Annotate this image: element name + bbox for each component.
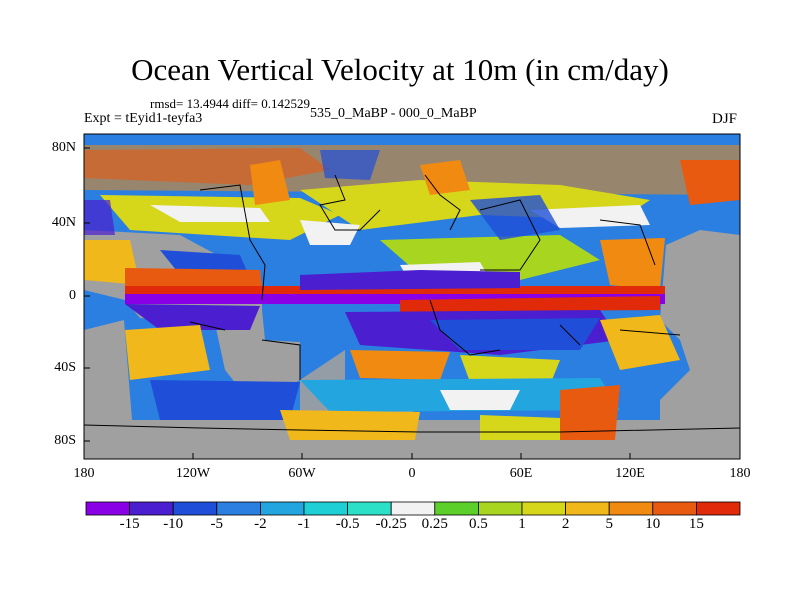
x-tick-60e: 60E xyxy=(509,466,533,481)
x-tick-60w: 60W xyxy=(288,466,316,481)
colorbar-swatch xyxy=(390,501,436,516)
colorbar-label: 0.25 xyxy=(421,516,448,532)
colorbar-label: -1 xyxy=(297,516,311,532)
colorbar-swatch xyxy=(347,501,392,516)
experiment-label: Expt = tEyid1-teyfa3 xyxy=(84,111,203,126)
axis-ticks xyxy=(84,147,631,459)
colorbar-swatch xyxy=(434,501,479,516)
colorbar-label: -0.25 xyxy=(375,516,407,532)
x-tick-0: 0 xyxy=(408,466,416,481)
colorbar-swatch xyxy=(85,501,130,516)
y-tick-40n: 40N xyxy=(51,215,76,230)
colorbar-swatch xyxy=(608,501,654,516)
y-tick-80n: 80N xyxy=(51,140,76,155)
colorbar-swatch xyxy=(129,501,174,516)
colorbar-swatch xyxy=(216,501,261,516)
x-tick-180e: 180 xyxy=(729,466,751,481)
x-tick-120e: 120E xyxy=(615,466,645,481)
y-tick-40s: 40S xyxy=(54,360,76,375)
colorbar-label: -0.5 xyxy=(335,516,360,532)
colorbar xyxy=(85,501,741,516)
colorbar-swatch xyxy=(172,501,218,516)
stats-text: rmsd= 13.4944 diff= 0.142529 xyxy=(150,96,310,111)
colorbar-label: -15 xyxy=(119,516,140,532)
season-label: DJF xyxy=(712,111,738,127)
colorbar-swatch xyxy=(521,501,566,516)
colorbar-label: 10 xyxy=(645,516,661,532)
difference-label: 535_0_MaBP - 000_0_MaBP xyxy=(310,106,477,121)
colorbar-swatch xyxy=(303,501,348,516)
y-tick-80s: 80S xyxy=(54,433,76,448)
map-field xyxy=(84,134,740,459)
colorbar-swatch xyxy=(477,501,523,516)
colorbar-swatch xyxy=(652,501,697,516)
colorbar-label: -5 xyxy=(210,516,224,532)
colorbar-label: 0.5 xyxy=(469,516,488,532)
colorbar-label: -2 xyxy=(254,516,267,532)
colorbar-label: -10 xyxy=(163,516,184,532)
colorbar-label: 2 xyxy=(561,516,570,532)
colorbar-label: 1 xyxy=(518,516,526,532)
colorbar-swatch xyxy=(259,501,305,516)
x-tick-120w: 120W xyxy=(175,466,211,481)
colorbar-swatch xyxy=(565,501,610,516)
colorbar-label: 5 xyxy=(605,516,613,532)
y-tick-0: 0 xyxy=(69,288,76,303)
colorbar-swatch xyxy=(696,501,741,516)
x-tick-180w: 180 xyxy=(73,466,95,481)
figure-title: Ocean Vertical Velocity at 10m (in cm/da… xyxy=(131,52,669,87)
colorbar-label: 15 xyxy=(688,516,704,532)
